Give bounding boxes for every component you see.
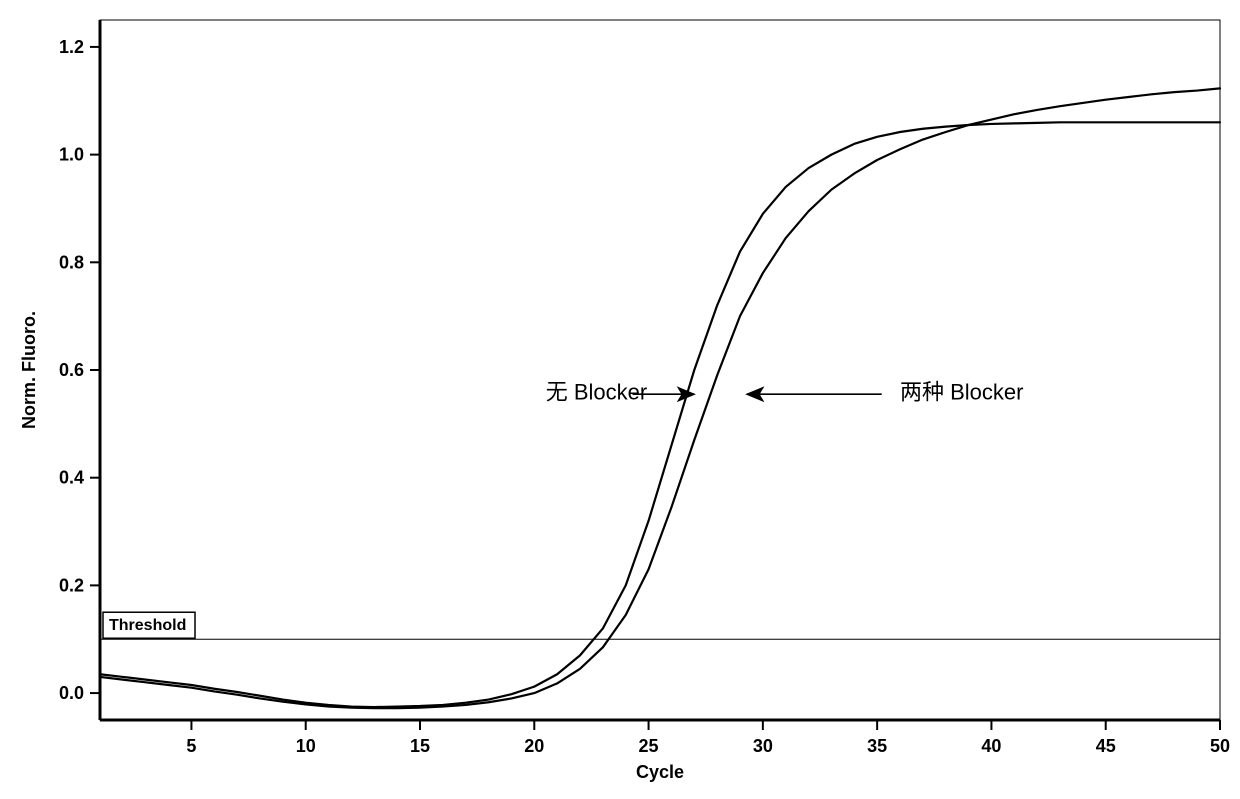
y-tick-label: 0.4 bbox=[59, 468, 84, 488]
series-two_blockers bbox=[100, 88, 1220, 708]
x-tick-label: 5 bbox=[186, 736, 196, 756]
y-tick-label: 0.8 bbox=[59, 252, 84, 272]
x-tick-label: 30 bbox=[753, 736, 773, 756]
x-tick-label: 20 bbox=[524, 736, 544, 756]
y-tick-label: 0.6 bbox=[59, 360, 84, 380]
amplification-chart: 5 10 15 20 25 30 35 40 45 50 0.0 0.2 0.4 0.6 0.8 1.0 1.2… bbox=[0, 0, 1240, 799]
x-tick-label: 25 bbox=[639, 736, 659, 756]
series-no_blocker bbox=[100, 122, 1220, 707]
x-tick-label: 35 bbox=[867, 736, 887, 756]
annotation-label_no_blocker: 无 Blocker bbox=[546, 380, 647, 405]
threshold-label: Threshold bbox=[109, 617, 186, 634]
plot-border bbox=[100, 20, 1220, 720]
y-tick-label: 1.2 bbox=[59, 37, 84, 57]
chart-svg: 5 10 15 20 25 30 35 40 45 50 0.0 0.2 0.4 0.6 0.8 1.0 1.2… bbox=[0, 0, 1240, 799]
x-axis-label: Cycle bbox=[636, 762, 684, 782]
y-tick-label: 1.0 bbox=[59, 145, 84, 165]
x-tick-label: 15 bbox=[410, 736, 430, 756]
x-tick-label: 45 bbox=[1096, 736, 1116, 756]
x-tick-label: 40 bbox=[981, 736, 1001, 756]
y-tick-label: 0.2 bbox=[59, 575, 84, 595]
x-tick-label: 50 bbox=[1210, 736, 1230, 756]
y-tick-label: 0.0 bbox=[59, 683, 84, 703]
x-tick-label: 10 bbox=[296, 736, 316, 756]
y-axis-label: Norm. Fluoro. bbox=[19, 311, 39, 429]
annotation-label_two_blockers: 两种 Blocker bbox=[900, 380, 1023, 405]
